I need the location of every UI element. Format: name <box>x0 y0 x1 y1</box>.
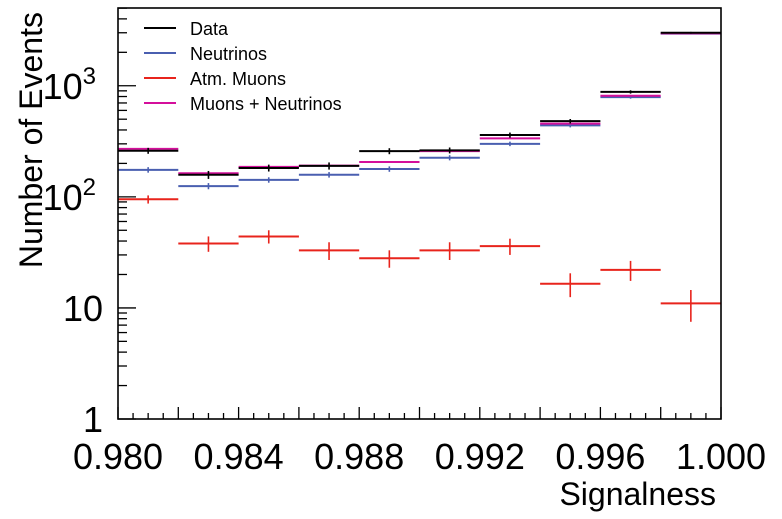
series-data <box>118 31 721 179</box>
ticks-layer <box>117 7 722 420</box>
series-atm-muons <box>118 195 721 322</box>
x-tick-label: 0.996 <box>555 436 645 477</box>
y-axis-title: Number of Events <box>13 12 49 268</box>
x-tick-label: 0.980 <box>73 436 163 477</box>
legend-label: Muons + Neutrinos <box>190 94 342 114</box>
x-tick-label: 0.984 <box>194 436 284 477</box>
y-tick-exponent: 3 <box>83 63 96 90</box>
legend-label: Neutrinos <box>190 44 267 64</box>
x-tick-label: 1.000 <box>676 436 766 477</box>
y-tick-exponent: 2 <box>83 174 96 201</box>
y-tick-label: 1 <box>83 399 103 440</box>
legend: Data Neutrinos Atm. Muons Muons + Neutrinos <box>144 19 342 114</box>
x-tick-label: 0.988 <box>314 436 404 477</box>
legend-label: Atm. Muons <box>190 69 286 89</box>
y-tick-label: 10 <box>63 288 103 329</box>
x-axis-title: Signalness <box>559 476 716 512</box>
x-tick-label: 0.992 <box>435 436 525 477</box>
legend-label: Data <box>190 19 229 39</box>
series-layer <box>118 31 721 322</box>
